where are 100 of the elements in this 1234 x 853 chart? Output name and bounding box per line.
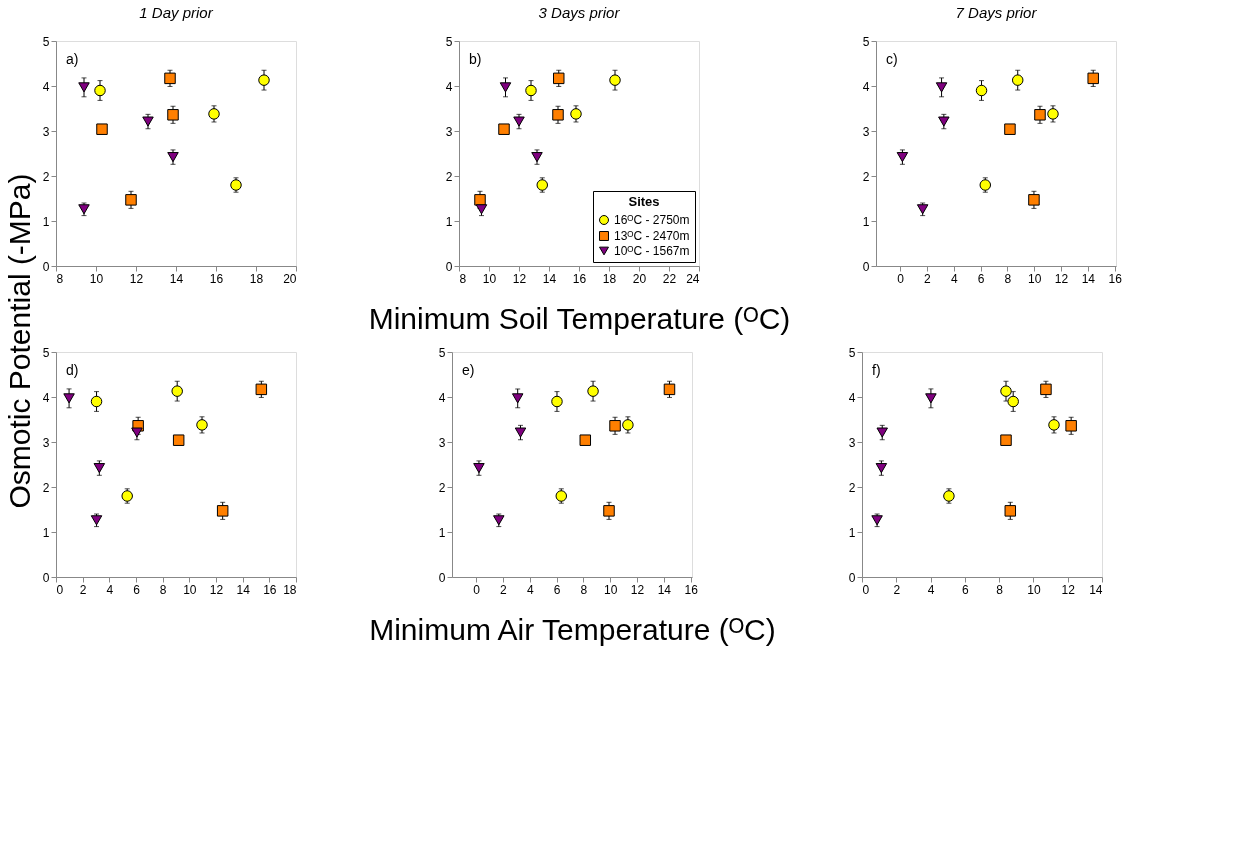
- y-tick-label: 0: [42, 570, 50, 585]
- x-tick-label: 18: [283, 582, 297, 597]
- point: [1011, 74, 1024, 86]
- x-tick-label: 4: [927, 582, 935, 597]
- x-tick-label: 10: [604, 582, 618, 597]
- annotation: d): [66, 362, 79, 378]
- x-tick-label: 12: [209, 582, 224, 597]
- point: [167, 109, 179, 121]
- point: [663, 383, 676, 396]
- point: [935, 82, 948, 93]
- y-tick-label: 0: [848, 570, 856, 585]
- y-tick-label: 5: [438, 345, 446, 360]
- y-tick-label: 4: [862, 79, 870, 94]
- point: [551, 395, 563, 408]
- point: [208, 108, 220, 120]
- x-tick-label: 6: [553, 582, 561, 597]
- x-tick-label: 20: [632, 271, 647, 286]
- y-tick-label: 5: [42, 34, 50, 49]
- point: [172, 434, 185, 446]
- x-tick-label: 14: [236, 582, 251, 597]
- x-tick-label: 10: [482, 271, 497, 286]
- point: [579, 434, 592, 446]
- x-tick-label: 6: [133, 582, 141, 597]
- y-tick-label: 4: [42, 79, 50, 94]
- y-tick-label: 2: [862, 169, 870, 184]
- y-tick-label: 4: [438, 390, 446, 405]
- x-tick-label: 2: [79, 582, 87, 597]
- legend-title: Sites: [628, 194, 660, 209]
- x-tick-label: 6: [962, 582, 970, 597]
- x-tick-label: 4: [950, 271, 958, 286]
- x-tick-label: 2: [924, 271, 932, 286]
- x-tick-label: 16: [209, 271, 224, 286]
- point: [475, 204, 488, 215]
- point: [514, 427, 527, 438]
- x-tick-label: 16: [684, 582, 699, 597]
- y-tick-label: 3: [445, 124, 453, 139]
- point: [552, 109, 564, 121]
- point: [78, 82, 90, 93]
- point: [93, 463, 106, 474]
- y-tick-label: 3: [42, 435, 50, 450]
- point: [1034, 109, 1046, 121]
- point: [1000, 434, 1012, 446]
- x-tick-label: 10: [89, 271, 104, 286]
- chart-title: 1 Day prior: [139, 4, 214, 21]
- point: [63, 393, 75, 404]
- point: [555, 490, 568, 502]
- x-tick-label: 14: [542, 271, 557, 286]
- chart-title: 7 Days prior: [955, 4, 1038, 21]
- x-tick-label: 2: [893, 582, 901, 597]
- x-tick-label: 4: [106, 582, 114, 597]
- y-tick-label: 1: [848, 525, 856, 540]
- point: [1047, 108, 1059, 120]
- x-tick-label: 8: [580, 582, 588, 597]
- y-tick-label: 2: [42, 480, 50, 495]
- point: [94, 84, 106, 97]
- x-tick-label: 12: [630, 582, 645, 597]
- point: [90, 395, 103, 408]
- x-tick-label: 8: [459, 271, 467, 286]
- point: [975, 84, 988, 97]
- x-tick-label: 14: [1081, 271, 1096, 286]
- point: [609, 420, 621, 432]
- point: [896, 152, 909, 163]
- x-tick-label: 2: [500, 582, 508, 597]
- point: [78, 204, 90, 215]
- x-tick-label: 18: [602, 271, 617, 286]
- x-tick-label: 0: [473, 582, 481, 597]
- point: [587, 385, 599, 397]
- x-tick-label: 0: [897, 271, 905, 286]
- annotation: b): [469, 51, 482, 67]
- legend-label: 10ᴼC - 1567m: [614, 244, 690, 258]
- point: [125, 194, 137, 206]
- x-tick-label: 10: [183, 582, 197, 597]
- point: [925, 393, 937, 404]
- x-tick-label: 14: [657, 582, 672, 597]
- y-tick-label: 1: [42, 525, 50, 540]
- x-tick-label: 0: [56, 582, 64, 597]
- y-tick-label: 0: [42, 259, 50, 274]
- point: [90, 515, 103, 526]
- y-tick-label: 2: [848, 480, 856, 495]
- annotation: e): [462, 362, 475, 378]
- x-axis-title: Minimum Air Temperature (ᴼC): [369, 612, 776, 646]
- x-tick-label: 18: [249, 271, 264, 286]
- y-tick-label: 1: [42, 214, 50, 229]
- x-tick-label: 16: [572, 271, 587, 286]
- legend-label: 13ᴼC - 2470m: [614, 229, 690, 243]
- y-tick-label: 4: [445, 79, 453, 94]
- point: [1007, 395, 1019, 408]
- x-tick-label: 20: [283, 271, 297, 286]
- annotation: a): [66, 51, 79, 67]
- point: [1004, 505, 1017, 517]
- point: [603, 505, 615, 517]
- x-tick-label: 12: [1054, 271, 1069, 286]
- point: [570, 108, 582, 120]
- x-tick-label: 16: [263, 582, 277, 597]
- x-tick-label: 8: [1004, 271, 1012, 286]
- y-axis-title: Osmotic Potential (-MPa): [3, 173, 36, 509]
- y-tick-label: 5: [848, 345, 856, 360]
- point: [875, 463, 888, 474]
- x-tick-label: 4: [526, 582, 534, 597]
- y-tick-label: 1: [438, 525, 446, 540]
